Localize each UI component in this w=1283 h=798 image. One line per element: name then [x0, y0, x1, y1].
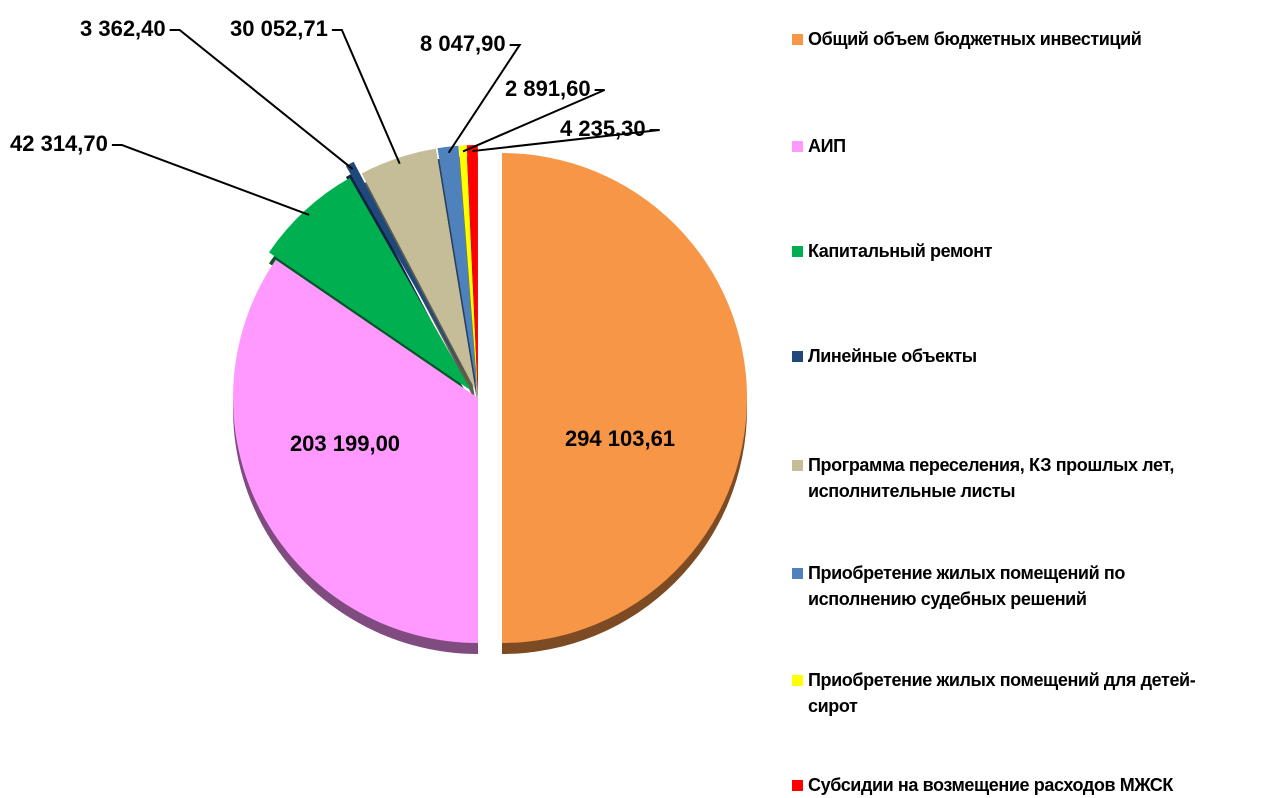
data-label: 294 103,61: [565, 426, 675, 451]
leader-line: [331, 29, 401, 165]
legend-entry: Программа переселения, КЗ прошлых лет, и…: [792, 452, 1238, 504]
legend-swatch: [792, 675, 803, 686]
data-label: 42 314,70: [10, 131, 108, 156]
legend-swatch: [792, 780, 803, 791]
slice: [502, 153, 747, 643]
legend-entry: Линейные объекты: [792, 343, 1283, 369]
slice: [232, 259, 478, 643]
slice: [361, 148, 476, 391]
legend-swatch: [792, 460, 803, 471]
legend-swatch: [792, 34, 803, 45]
legend-label: Общий объем бюджетных инвестиций: [808, 29, 1142, 49]
data-label: 203 199,00: [290, 431, 400, 456]
legend-entry: Приобретение жилых помещений по исполнен…: [792, 560, 1168, 612]
legend-swatch: [792, 568, 803, 579]
legend-entry: Субсидии на возмещение расходов МЖСК: [792, 772, 1283, 798]
legend-entry: Капитальный ремонт: [792, 238, 1283, 264]
slice: [458, 145, 478, 391]
legend-entry: Приобретение жилых помещений для детей-с…: [792, 667, 1208, 719]
data-label: 2 891,60: [505, 76, 591, 101]
legend-label: АИП: [808, 136, 846, 156]
legend-label: Линейные объекты: [808, 346, 977, 366]
legend-label: Капитальный ремонт: [808, 241, 993, 261]
legend-label: Программа переселения, КЗ прошлых лет, и…: [808, 455, 1175, 501]
legend-label: Приобретение жилых помещений для детей-с…: [808, 670, 1196, 716]
legend-entry: АИП: [792, 133, 1283, 159]
leader-line: [169, 29, 354, 170]
leader-line: [447, 44, 522, 154]
leader-line: [111, 144, 310, 216]
slice: [268, 177, 472, 391]
legend-swatch: [792, 351, 803, 362]
slice: [345, 161, 468, 379]
legend-label: Приобретение жилых помещений по исполнен…: [808, 563, 1125, 609]
data-label: 3 362,40: [80, 16, 166, 41]
slice: [466, 145, 478, 391]
data-label: 30 052,71: [230, 16, 328, 41]
legend-swatch: [792, 141, 803, 152]
legend-swatch: [792, 246, 803, 257]
legend-entry: Общий объем бюджетных инвестиций: [792, 26, 1283, 52]
legend-label: Субсидии на возмещение расходов МЖСК: [808, 775, 1173, 795]
data-label: 8 047,90: [420, 31, 506, 56]
slice: [437, 145, 478, 391]
leader-line: [472, 129, 660, 153]
leader-line: [462, 89, 606, 153]
chart: 294 103,61 203 199,00 42 314,70 3 362,40 30 …: [10, 16, 747, 654]
